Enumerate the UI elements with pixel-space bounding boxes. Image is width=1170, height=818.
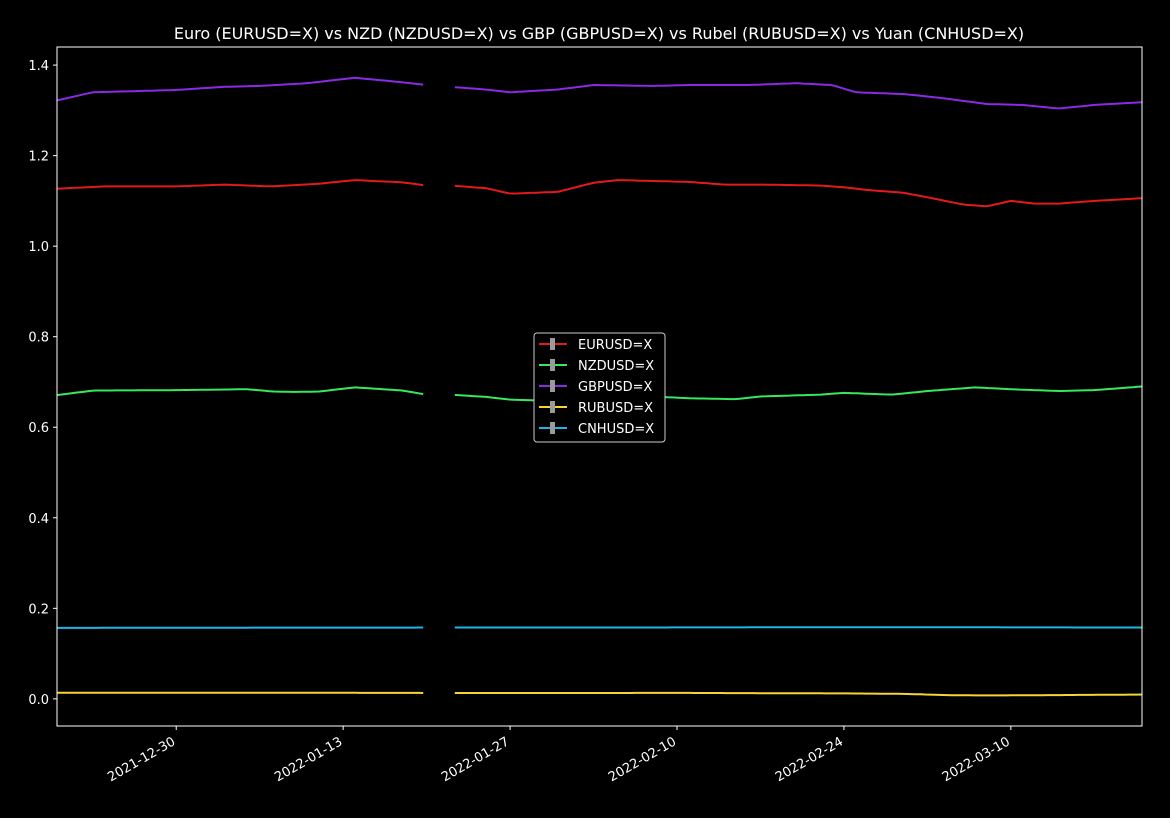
series-line-gbpusd-x-1 — [455, 83, 1142, 108]
y-tick-label: 1.2 — [28, 150, 49, 165]
legend-marker — [550, 380, 555, 392]
legend: EURUSD=X NZDUSD=X GBPUSD=X RUBUSD=X CNHUSD=X — [534, 333, 665, 442]
legend-label: EURUSD=X — [578, 338, 652, 353]
x-tick-label: 2022-03-10 — [940, 734, 1013, 785]
legend-marker — [550, 338, 555, 350]
legend-marker — [550, 422, 555, 434]
series-line-nzdusd-x-0 — [57, 387, 423, 395]
legend-marker — [550, 401, 555, 413]
y-tick-label: 0.6 — [28, 421, 49, 436]
x-tick-label: 2022-01-27 — [439, 734, 512, 785]
series-line-eurusd-x-0 — [57, 180, 423, 189]
legend-label: GBPUSD=X — [578, 380, 653, 395]
x-tick-label: 2022-01-13 — [272, 734, 345, 785]
chart-title: Euro (EURUSD=X) vs NZD (NZDUSD=X) vs GBP… — [174, 24, 1024, 43]
y-tick-label: 1.4 — [28, 59, 49, 74]
legend-marker — [550, 359, 555, 371]
x-tick-label: 2022-02-10 — [606, 734, 679, 785]
series-line-eurusd-x-1 — [455, 180, 1142, 206]
x-tick-label: 2021-12-30 — [105, 734, 178, 785]
x-tick-label: 2022-02-24 — [773, 734, 846, 785]
y-tick-label: 0.0 — [28, 693, 49, 708]
legend-label: NZDUSD=X — [578, 359, 654, 374]
y-tick-label: 0.4 — [28, 512, 49, 527]
y-tick-label: 0.2 — [28, 602, 49, 617]
y-tick-label: 0.8 — [28, 331, 49, 346]
series-line-gbpusd-x-0 — [57, 78, 423, 101]
legend-label: RUBUSD=X — [578, 401, 653, 416]
legend-label: CNHUSD=X — [578, 422, 654, 437]
series-line-rubusd-x-1 — [455, 693, 1142, 696]
y-tick-label: 1.0 — [28, 240, 49, 255]
